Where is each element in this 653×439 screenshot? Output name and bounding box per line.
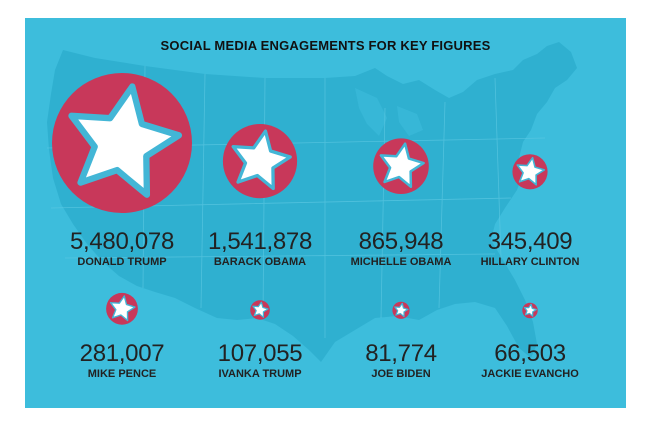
star-icon <box>231 129 292 191</box>
bubble-1 <box>222 124 298 199</box>
star-icon <box>252 301 269 318</box>
category-label: MIKE PENCE <box>87 368 157 380</box>
value-label: 66,503 <box>494 340 566 367</box>
value-label: 1,541,878 <box>207 228 313 255</box>
value-label: 281,007 <box>79 340 165 367</box>
category-label: JACKIE EVANCHO <box>481 368 579 380</box>
category-label: JOE BIDEN <box>371 368 431 380</box>
category-label: DONALD TRUMP <box>77 256 167 268</box>
infographic-panel: SOCIAL MEDIA ENGAGEMENTS FOR KEY FIGURES… <box>25 18 626 408</box>
value-label: 81,774 <box>365 340 437 367</box>
star-icon <box>516 156 546 186</box>
star-icon <box>68 83 183 198</box>
star-icon <box>379 142 425 189</box>
category-label: BARACK OBAMA <box>213 256 307 268</box>
bubble-4 <box>106 292 138 325</box>
bubble-6 <box>392 301 410 319</box>
bubble-7 <box>522 302 538 319</box>
chart-title: SOCIAL MEDIA ENGAGEMENTS FOR KEY FIGURES <box>160 38 491 53</box>
great-lakes-region <box>355 88 423 136</box>
bubble-marks <box>52 73 548 325</box>
category-label: IVANKA TRUMP <box>218 368 302 380</box>
value-label: 107,055 <box>217 340 303 367</box>
category-label: HILLARY CLINTON <box>480 256 580 268</box>
star-icon <box>523 303 537 317</box>
star-icon <box>109 295 136 322</box>
bubble-5 <box>250 300 270 320</box>
value-label: 865,948 <box>358 228 444 255</box>
star-icon <box>394 302 409 318</box>
bubble-2 <box>373 138 429 194</box>
value-label: 345,409 <box>487 228 573 255</box>
value-label: 5,480,078 <box>69 228 175 255</box>
category-label: MICHELLE OBAMA <box>350 256 452 268</box>
bubble-0 <box>52 73 192 213</box>
bubble-3 <box>512 154 548 190</box>
